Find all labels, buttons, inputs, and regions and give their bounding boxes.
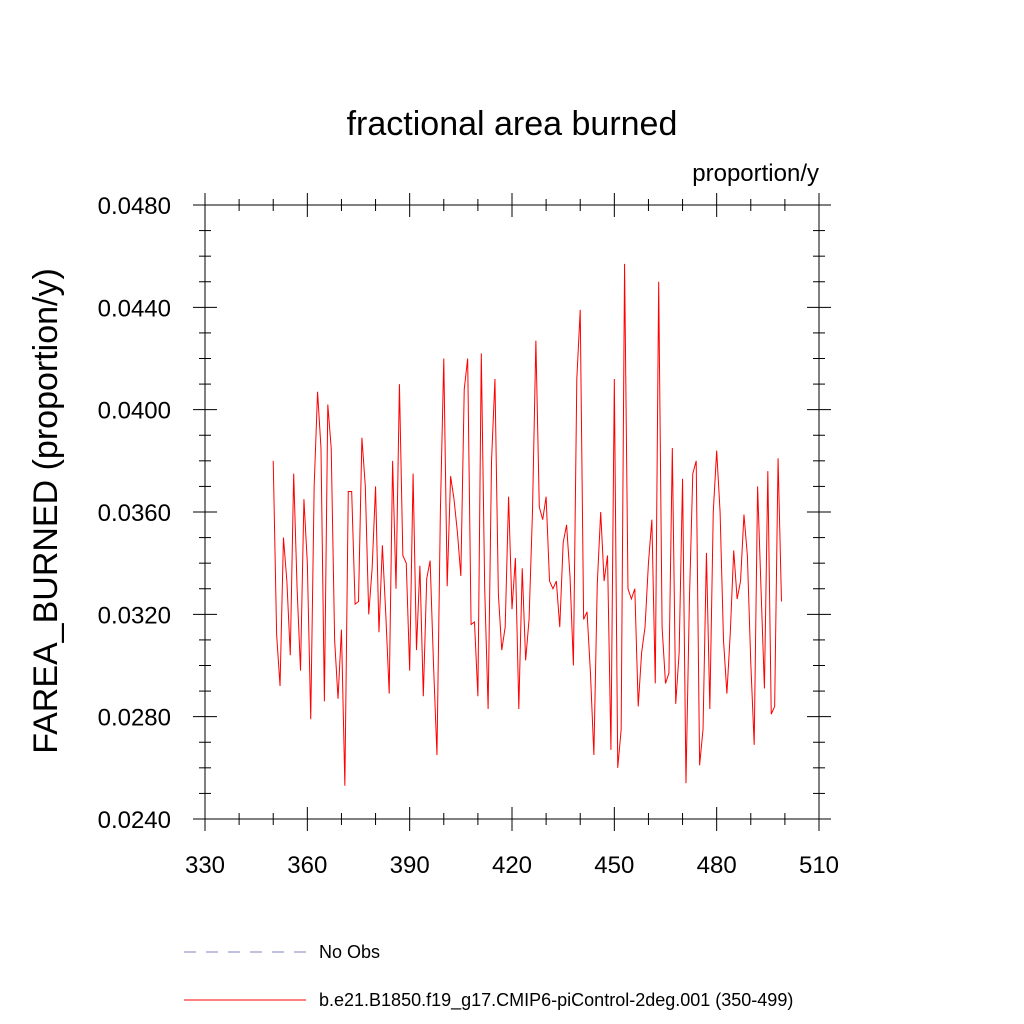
series-line	[272, 263, 782, 786]
x-tick-label: 360	[287, 852, 327, 879]
y-tick-label: 0.0400	[98, 398, 171, 425]
series-layer	[272, 263, 782, 786]
y-tick-label: 0.0280	[98, 705, 171, 732]
x-tick-label: 510	[799, 852, 839, 879]
legend: No Obs b.e21.B1850.f19_g17.CMIP6-piContro…	[184, 942, 793, 1011]
x-tick-label: 450	[594, 852, 634, 879]
y-tick-label: 0.0480	[98, 193, 171, 220]
legend-label: No Obs	[319, 942, 380, 962]
y-tick-labels: 0.0240 0.0280 0.0320 0.0360 0.0400 0.0440 0.04…	[98, 193, 171, 834]
x-tick-label: 480	[697, 852, 737, 879]
x-tick-label: 420	[492, 852, 532, 879]
y-tick-label: 0.0240	[98, 807, 171, 834]
plot-frame	[204, 204, 820, 820]
units-label: proportion/y	[692, 160, 819, 187]
x-tick-label: 390	[390, 852, 430, 879]
y-axis-label: FAREA_BURNED (proportion/y)	[27, 268, 65, 754]
chart-title: fractional area burned	[347, 105, 678, 143]
y-tick-label: 0.0320	[98, 602, 171, 629]
axis-ticks	[193, 193, 831, 831]
y-tick-label: 0.0360	[98, 500, 171, 527]
x-tick-labels: 330 360 390 420 450 480 510	[185, 852, 839, 879]
y-tick-label: 0.0440	[98, 295, 171, 322]
legend-label: b.e21.B1850.f19_g17.CMIP6-piControl-2deg…	[319, 990, 793, 1011]
x-tick-label: 330	[185, 852, 225, 879]
